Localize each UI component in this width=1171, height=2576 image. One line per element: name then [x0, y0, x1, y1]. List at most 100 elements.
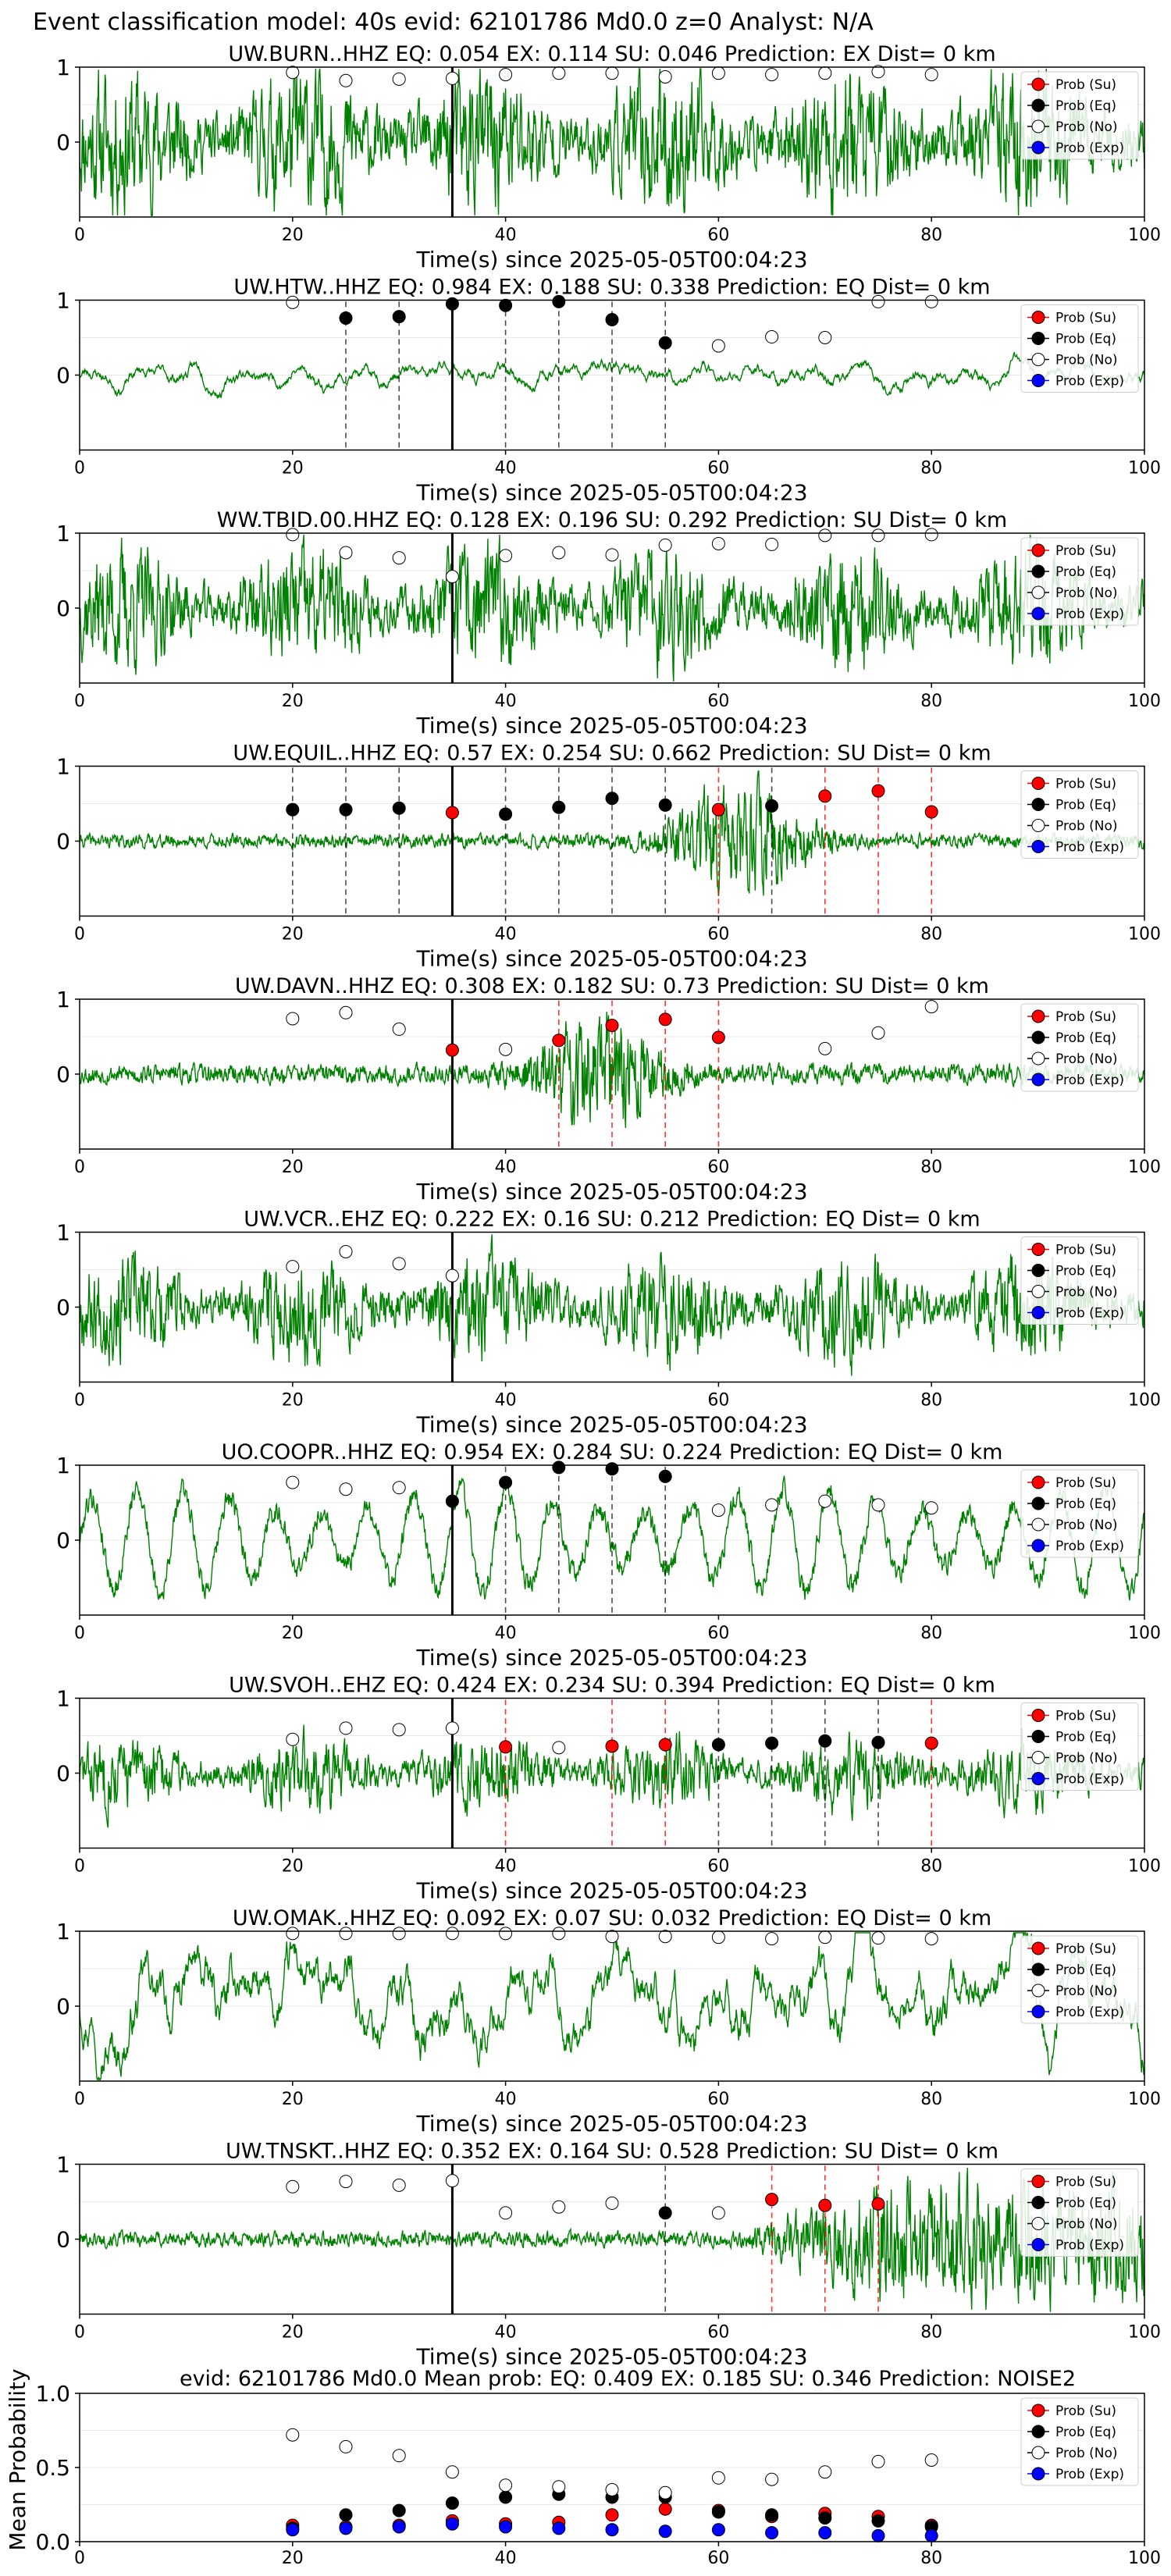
x-tick-label: 0 — [74, 2090, 85, 2109]
prob-marker-eq — [605, 1462, 619, 1476]
mean-marker-no — [711, 2471, 725, 2485]
mean-marker-no — [499, 2478, 513, 2492]
prob-marker-no — [552, 2200, 566, 2214]
y-tick-label: 1 — [56, 2152, 70, 2178]
prob-marker-no — [711, 536, 725, 550]
prob-marker-no — [658, 1930, 672, 1944]
legend-marker-su — [1031, 2175, 1045, 2188]
waveform-panel: UW.SVOH..EHZ EQ: 0.424 EX: 0.234 SU: 0.3… — [56, 1674, 1161, 1904]
prob-marker-no — [658, 538, 672, 552]
prob-marker-no — [711, 2206, 725, 2220]
legend-marker-su — [1031, 1941, 1045, 1955]
legend-label-eq: Prob (Eq) — [1055, 1030, 1116, 1046]
legend-marker-no — [1031, 353, 1045, 366]
x-tick-label: 60 — [707, 459, 729, 479]
mean-marker-eq — [445, 2496, 459, 2510]
x-tick-label: 60 — [707, 2549, 729, 2568]
prob-marker-su — [765, 2193, 779, 2207]
prob-marker-eq — [499, 807, 513, 821]
legend-marker-su — [1031, 2403, 1045, 2418]
x-tick-label: 80 — [920, 1624, 942, 1643]
legend-marker-eq — [1031, 2425, 1045, 2439]
prob-marker-no — [392, 2178, 406, 2192]
legend-box — [1020, 1469, 1139, 1558]
x-tick-label: 40 — [495, 1391, 517, 1411]
waveform-panel: UW.DAVN..HHZ EQ: 0.308 EX: 0.182 SU: 0.7… — [56, 974, 1161, 1204]
prob-marker-no — [552, 1927, 566, 1941]
prob-marker-no — [605, 2196, 619, 2210]
prob-marker-no — [445, 1268, 459, 1283]
mean-marker-exp — [658, 2524, 672, 2539]
prob-marker-no — [924, 1932, 938, 1946]
prob-marker-no — [339, 73, 353, 87]
waveform-panel: UW.OMAK..HHZ EQ: 0.092 EX: 0.07 SU: 0.03… — [56, 1906, 1161, 2137]
x-axis-label: Time(s) since 2025-05-05T00:04:23 — [415, 1645, 807, 1670]
mean-marker-eq — [818, 2511, 832, 2525]
prob-marker-no — [499, 1927, 513, 1941]
prob-marker-no — [818, 331, 832, 344]
x-tick-label: 20 — [282, 459, 304, 479]
prob-marker-no — [924, 294, 938, 308]
x-tick-label: 40 — [495, 1158, 517, 1177]
waveform-trace — [79, 1234, 1145, 1376]
prob-marker-no — [445, 1927, 459, 1941]
prob-marker-su — [445, 1043, 459, 1057]
legend-marker-exp — [1031, 840, 1045, 853]
legend-label-su: Prob (Su) — [1055, 1243, 1116, 1258]
legend-label-eq: Prob (Eq) — [1055, 1962, 1116, 1978]
legend-marker-no — [1031, 1285, 1045, 1298]
legend-box — [1020, 71, 1139, 160]
prob-marker-no — [658, 69, 672, 84]
x-tick-label: 0 — [74, 459, 85, 479]
legend-marker-exp — [1031, 1073, 1045, 1087]
legend-box — [1020, 1935, 1139, 2024]
prob-marker-no — [339, 2175, 353, 2189]
x-tick-label: 60 — [707, 1857, 729, 1877]
x-tick-label: 20 — [282, 925, 304, 945]
mean-marker-no — [605, 2483, 619, 2496]
prob-marker-no — [552, 66, 566, 80]
prob-marker-eq — [605, 312, 619, 326]
x-tick-label: 60 — [707, 2090, 729, 2109]
prob-marker-no — [339, 1721, 353, 1735]
x-tick-label: 60 — [707, 2323, 729, 2343]
legend-label-eq: Prob (Eq) — [1055, 332, 1116, 347]
legend-label-su: Prob (Su) — [1055, 1709, 1116, 1724]
x-tick-label: 40 — [495, 1624, 517, 1643]
legend-marker-no — [1031, 1051, 1045, 1066]
prob-marker-eq — [339, 311, 353, 326]
prob-marker-no — [499, 549, 513, 563]
prob-marker-su — [818, 789, 832, 803]
legend-label-eq: Prob (Eq) — [1055, 98, 1116, 114]
legend-label-exp: Prob (Exp) — [1055, 141, 1124, 156]
prob-marker-eq — [445, 1494, 459, 1508]
legend-label-su: Prob (Su) — [1055, 2403, 1116, 2419]
x-tick-label: 0 — [74, 1391, 85, 1411]
mean-marker-exp — [339, 2521, 353, 2535]
legend-label-eq: Prob (Eq) — [1055, 1496, 1116, 1512]
legend-marker-exp — [1031, 1306, 1045, 1319]
prob-marker-no — [871, 294, 885, 308]
prob-marker-no — [818, 1930, 832, 1944]
waveform-trace — [79, 68, 1145, 216]
legend-marker-eq — [1031, 1496, 1045, 1510]
y-tick-label: 1 — [56, 1220, 70, 1246]
prob-marker-no — [765, 1932, 779, 1946]
mean-marker-exp — [605, 2523, 619, 2537]
legend-marker-exp — [1031, 2238, 1045, 2251]
mean-marker-exp — [871, 2528, 885, 2542]
mean-marker-eq — [711, 2505, 725, 2519]
mean-marker-no — [392, 2449, 406, 2463]
x-tick-label: 80 — [920, 692, 942, 711]
legend-label-eq: Prob (Eq) — [1055, 798, 1116, 813]
y-tick-label: 0 — [56, 1761, 70, 1787]
prob-marker-no — [339, 546, 353, 560]
prob-marker-no — [286, 1927, 300, 1941]
figure-title: Event classification model: 40s evid: 62… — [33, 9, 874, 36]
y-tick-label: 1 — [56, 55, 70, 80]
legend-label-eq: Prob (Eq) — [1055, 2425, 1116, 2440]
legend-label-exp: Prob (Exp) — [1055, 1073, 1124, 1088]
waveform-trace — [79, 2167, 1145, 2312]
legend-label-su: Prob (Su) — [1055, 777, 1116, 792]
